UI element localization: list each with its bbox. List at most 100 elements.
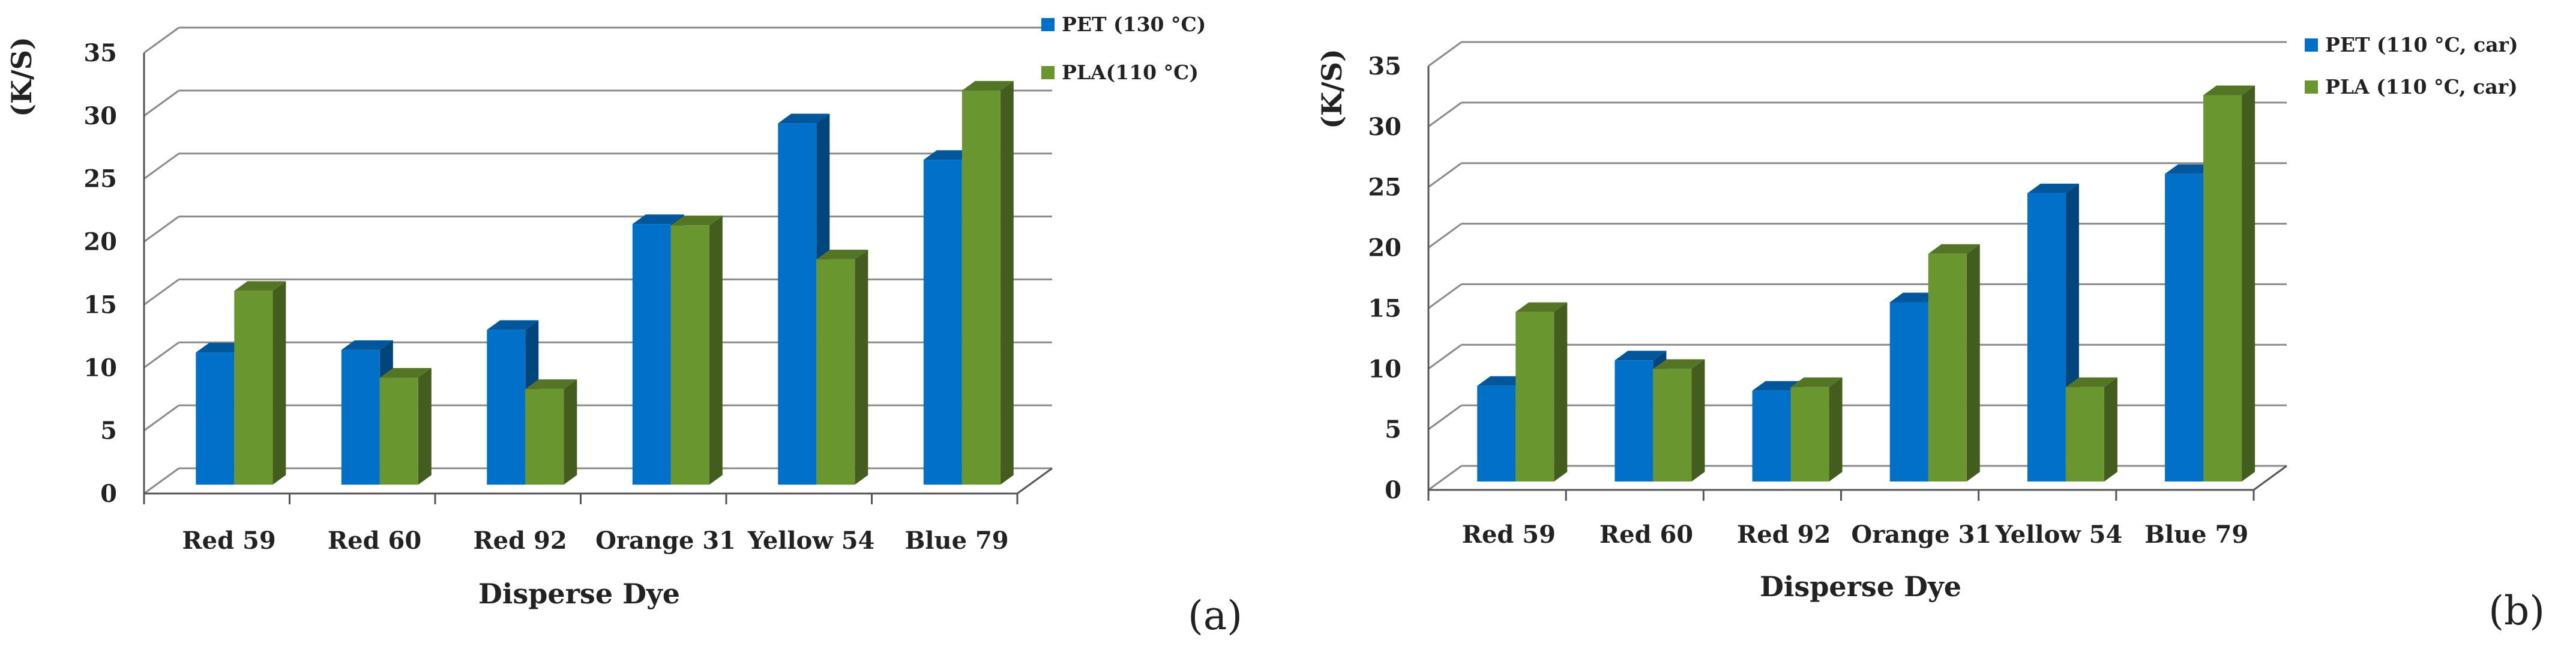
- bar-side: [1000, 80, 1014, 485]
- y-tick-label: 35: [1368, 52, 1401, 80]
- gridline-depth: [1428, 41, 1462, 67]
- y-tick-label: 35: [83, 39, 117, 67]
- legend-label: PLA(110 °C): [1062, 61, 1199, 84]
- gridline-depth: [143, 26, 179, 54]
- bar-series2: [961, 80, 1014, 485]
- gridline-depth: [1428, 404, 1462, 430]
- legend-swatch: [2305, 38, 2318, 52]
- bar-side: [1829, 377, 1843, 481]
- bar-front: [2165, 174, 2204, 481]
- bar-series2: [2203, 85, 2256, 481]
- legend-swatch: [2305, 80, 2318, 94]
- legend-swatch: [1041, 18, 1055, 31]
- bar-front: [670, 225, 709, 485]
- chart-a: 0 5 10 15 20 25 30 35 Red 59 Red 60 Red 92 Orange 3…: [5, 13, 1242, 639]
- y-tick-label: 10: [83, 354, 117, 382]
- bar-front: [2203, 95, 2242, 481]
- bar-top: [1515, 302, 1568, 312]
- y-axis-title: (K/S): [1316, 49, 1348, 129]
- gridline-depth: [143, 216, 179, 243]
- y-axis-title: (K/S): [5, 37, 38, 117]
- chart-b: 0 5 10 15 20 25 30 35 Red 59 Red 60 Red 92 Orange 3…: [1316, 33, 2545, 634]
- gridline-depth: [1428, 223, 1462, 249]
- bar-series2: [2065, 377, 2117, 481]
- bar-front: [1477, 385, 1516, 481]
- category-label: Orange 31: [595, 527, 736, 555]
- gridline-depth: [143, 342, 179, 369]
- y-tick-label: 5: [100, 417, 117, 445]
- bar-series2: [816, 249, 868, 485]
- bar-series2: [379, 368, 432, 485]
- bar-top: [1928, 244, 1980, 254]
- category-label: Yellow 54: [747, 527, 875, 555]
- bar-series2: [1928, 244, 1980, 481]
- bar-front: [196, 352, 235, 485]
- y-tick-label: 25: [1368, 174, 1401, 202]
- bar-top: [1790, 377, 1843, 387]
- category-label: Red 59: [182, 527, 275, 555]
- bar-front: [1653, 369, 1692, 481]
- bar-front: [2065, 387, 2104, 481]
- bar-series2: [1653, 359, 1705, 481]
- floor-edge: [1017, 467, 1053, 495]
- bar-side: [1554, 302, 1568, 481]
- bar-side: [2242, 85, 2256, 481]
- y-tick-label: 15: [83, 291, 117, 319]
- bar-front: [341, 349, 380, 485]
- bar-top: [632, 214, 684, 225]
- bar-series2: [525, 379, 577, 485]
- bar-series2: [670, 216, 723, 485]
- bar-front: [778, 123, 817, 485]
- gridline-depth: [143, 404, 179, 432]
- bar-top: [670, 216, 723, 226]
- y-tick-label: 0: [1385, 476, 1401, 504]
- bar-series2: [1790, 377, 1843, 481]
- gridline-depth: [1428, 101, 1462, 128]
- bar-front: [1928, 253, 1967, 481]
- bar-top: [2203, 85, 2256, 95]
- y-tick-label: 20: [1368, 234, 1401, 262]
- bar-side: [1966, 244, 1980, 481]
- bar-top: [341, 340, 393, 350]
- bar-side: [1691, 359, 1705, 481]
- bar-top: [961, 80, 1014, 91]
- y-tick-label: 15: [1368, 294, 1401, 322]
- x-axis-title: Disperse Dye: [478, 578, 680, 610]
- gridline-depth: [1428, 162, 1462, 188]
- bar-top: [2065, 377, 2117, 387]
- category-label: Yellow 54: [1995, 521, 2123, 549]
- category-label: Blue 79: [904, 527, 1008, 555]
- bar-front: [1790, 387, 1829, 481]
- legend-label: PET (110 °C, car): [2325, 33, 2518, 56]
- gridline-depth: [1428, 283, 1462, 309]
- x-axis-title: Disperse Dye: [1760, 570, 1961, 603]
- bar-front: [234, 291, 273, 485]
- bar-top: [816, 249, 868, 259]
- gridline-depth: [1428, 344, 1462, 370]
- bar-front: [961, 90, 1001, 485]
- bar-top: [379, 368, 432, 378]
- bar-front: [379, 378, 418, 485]
- bar-side: [2104, 377, 2117, 481]
- bar-front: [1515, 312, 1554, 481]
- y-tick-label: 20: [83, 228, 117, 256]
- category-label: Red 60: [328, 527, 421, 555]
- category-label: Red 59: [1462, 521, 1556, 549]
- bar-top: [2027, 183, 2079, 193]
- category-label: Red 60: [1599, 521, 1693, 549]
- bar-top: [1615, 351, 1667, 361]
- bar-side: [418, 368, 432, 485]
- bar-top: [487, 320, 539, 330]
- bar-series1: [487, 320, 539, 485]
- gridline-depth: [143, 467, 179, 495]
- floor-edge: [2253, 465, 2287, 491]
- y-tick-label: 10: [1368, 355, 1401, 383]
- y-tick-label: 0: [100, 480, 117, 508]
- bar-top: [525, 379, 577, 389]
- category-label: Red 92: [1737, 521, 1831, 549]
- panel-label: (a): [1188, 593, 1242, 639]
- bar-front: [816, 259, 855, 485]
- bar-top: [1653, 359, 1705, 369]
- y-tick-label: 25: [83, 165, 117, 193]
